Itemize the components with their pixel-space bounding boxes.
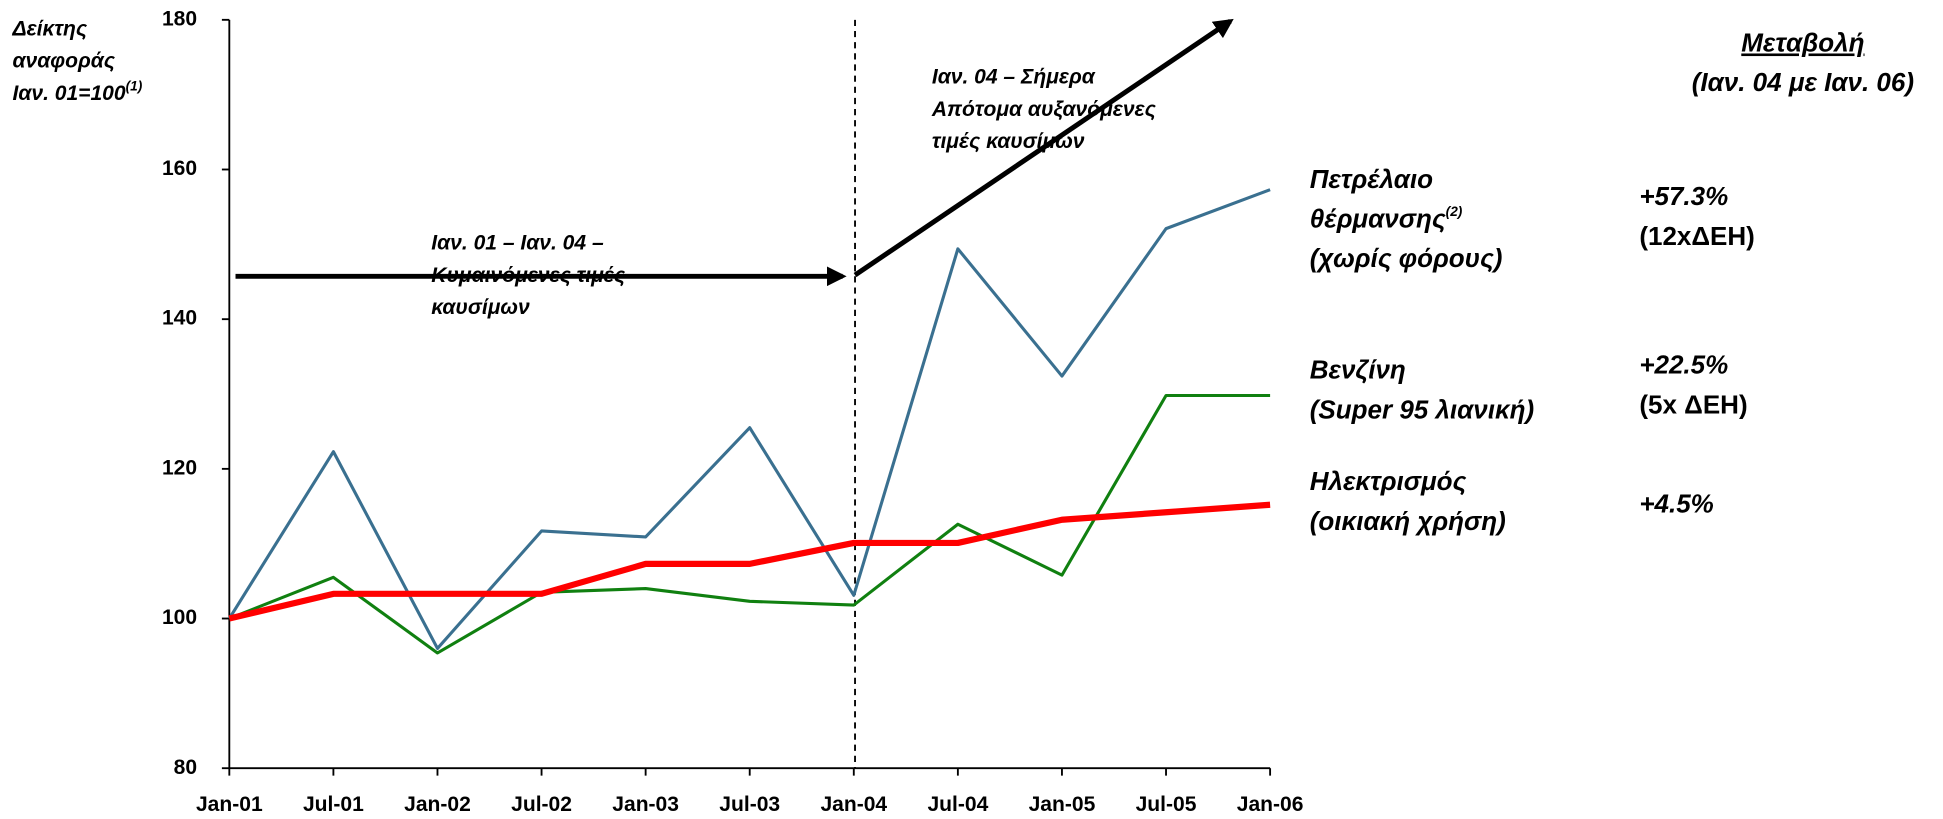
y-tick-label: 80 xyxy=(174,756,197,779)
y-label-note: (1) xyxy=(126,78,143,93)
change-note: (5x ΔΕΗ) xyxy=(1639,389,1747,419)
series-line xyxy=(228,393,1271,655)
y-label: Ιαν. 01=100(1) xyxy=(12,78,142,104)
y-tick-label: 120 xyxy=(162,456,197,479)
y-label: Δείκτης xyxy=(11,17,87,40)
series-label: θέρμανσης xyxy=(1310,203,1446,233)
x-tick-label: Jul-01 xyxy=(303,793,364,816)
x-tick-label: Jan-06 xyxy=(1237,793,1304,816)
annotation: τιμές καυσίμων xyxy=(932,130,1085,153)
series-label: (Super 95 λιανική) xyxy=(1310,394,1534,424)
x-tick-label: Jan-05 xyxy=(1029,793,1096,816)
x-tick-label: Jan-02 xyxy=(404,793,471,816)
series-label: (χωρίς φόρους) xyxy=(1310,243,1503,273)
x-tick-label: Jul-02 xyxy=(511,793,572,816)
series-label: Βενζίνη xyxy=(1310,355,1406,385)
series-label: Πετρέλαιο xyxy=(1310,164,1433,194)
change-value: +57.3% xyxy=(1639,181,1728,211)
change-value: +22.5% xyxy=(1639,350,1728,380)
change-value: +4.5% xyxy=(1639,488,1713,518)
x-tick-label: Jan-03 xyxy=(612,793,679,816)
annotation: Κυμαινόμενες τιμές xyxy=(431,264,626,287)
change-header: Μεταβολή xyxy=(1741,27,1864,57)
series-label: Βενζίνη xyxy=(1310,355,1406,385)
series-label: Πετρέλαιο xyxy=(1310,164,1433,194)
change-period: (Ιαν. 04 με Ιαν. 06) xyxy=(1692,67,1914,97)
x-tick-label: Jul-03 xyxy=(719,793,780,816)
series-label: Ηλεκτρισμός xyxy=(1310,466,1467,496)
annotation: Ιαν. 01 – Ιαν. 04 – xyxy=(431,232,604,255)
x-tick-label: Jan-01 xyxy=(196,793,263,816)
change-note: (12xΔΕΗ) xyxy=(1639,221,1755,251)
annotation: Απότομα αυξανόμενες xyxy=(931,98,1157,121)
series-label: (οικιακή χρήση) xyxy=(1310,506,1506,536)
series-line xyxy=(228,188,1271,651)
series-label-note: (2) xyxy=(1446,203,1463,218)
x-tick-label: Jul-05 xyxy=(1136,793,1197,816)
series-label: (οικιακή χρήση) xyxy=(1310,506,1506,536)
series-label: θέρμανσης(2) xyxy=(1310,203,1463,233)
series-label: (χωρίς φόρους) xyxy=(1310,243,1503,273)
y-tick-label: 140 xyxy=(162,307,197,330)
arrow xyxy=(853,18,1234,278)
y-tick-label: 100 xyxy=(162,606,197,629)
series-line xyxy=(228,501,1271,622)
annotation: καυσίμων xyxy=(431,296,530,319)
y-label: αναφοράς xyxy=(12,50,115,73)
series-label: (Super 95 λιανική) xyxy=(1310,394,1534,424)
annotation: Ιαν. 04 – Σήμερα xyxy=(932,66,1096,89)
y-label: Ιαν. 01=100 xyxy=(12,82,125,105)
x-tick-label: Jul-04 xyxy=(927,793,988,816)
y-tick-label: 160 xyxy=(162,157,197,180)
y-tick-label: 180 xyxy=(162,7,197,30)
x-tick-label: Jan-04 xyxy=(820,793,887,816)
series-label: Ηλεκτρισμός xyxy=(1310,466,1467,496)
